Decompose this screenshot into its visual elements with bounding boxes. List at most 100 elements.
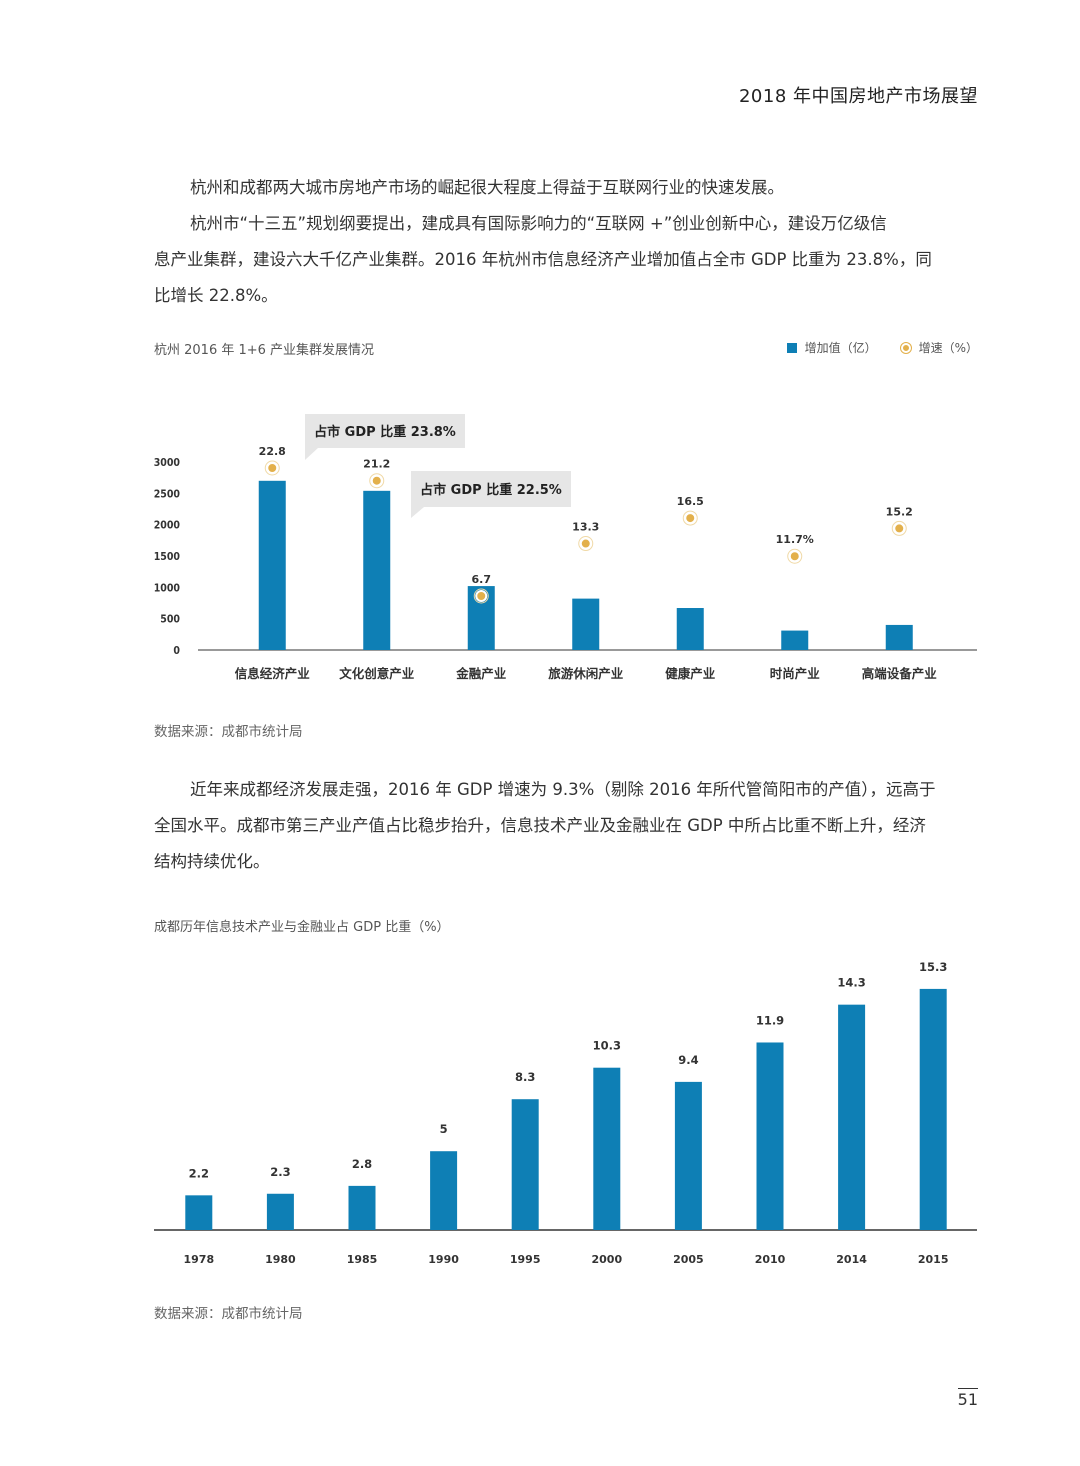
y-tick-label: 500 <box>160 614 180 626</box>
bar <box>511 1099 539 1230</box>
y-tick-label: 1000 <box>154 582 181 594</box>
data-label: 6.7 <box>472 573 492 586</box>
data-label: 2.2 <box>189 1166 209 1180</box>
paragraph-line: 杭州和成都两大城市房地产市场的崛起很大程度上得益于互联网行业的快速发展。 <box>190 178 784 197</box>
paragraph-line: 比增长 22.8%。 <box>154 286 278 305</box>
paragraph-hangzhou: 杭州和成都两大城市房地产市场的崛起很大程度上得益于互联网行业的快速发展。 杭州市… <box>154 170 978 314</box>
bar <box>885 624 913 650</box>
legend-bar-label: 增加值（亿） <box>804 341 877 355</box>
growth-dot-ring <box>787 548 803 564</box>
x-tick-label: 1980 <box>265 1253 296 1266</box>
x-tick-label: 金融产业 <box>455 666 507 681</box>
running-header: 2018 年中国房地产市场展望 <box>738 86 978 107</box>
x-tick-label: 2014 <box>836 1253 867 1266</box>
chart1-source: 数据来源：成都市统计局 <box>154 724 303 740</box>
chart1-svg: 0 500 1000 1500 2000 2500 3000 信息经济产业 22.8 文化创意产业… <box>154 414 977 681</box>
bar <box>258 480 286 650</box>
bar <box>756 1042 784 1230</box>
x-tick-label: 信息经济产业 <box>235 666 311 681</box>
chart2-source: 数据来源：成都市统计局 <box>154 1306 303 1322</box>
paragraph-chengdu: 近年来成都经济发展走强，2016 年 GDP 增速为 9.3%（剔除 2016 … <box>154 772 978 880</box>
page-number: 51 <box>957 1390 978 1409</box>
data-label: 2.8 <box>352 1157 372 1171</box>
x-tick-label: 高端设备产业 <box>862 666 938 681</box>
data-label: 14.3 <box>837 976 865 990</box>
data-label: 11.9 <box>756 1013 784 1027</box>
data-label: 16.5 <box>677 495 704 508</box>
callout-box <box>305 414 465 448</box>
paragraph-line: 息产业集群，建设六大千亿产业集群。2016 年杭州市信息经济产业增加值占全市 G… <box>154 250 932 269</box>
growth-dot-ring <box>891 520 907 536</box>
growth-dot-ring <box>369 473 385 489</box>
callout-tail <box>305 448 318 460</box>
legend-item-dot: 增速（%） <box>900 339 978 356</box>
x-tick-label: 健康产业 <box>665 666 716 681</box>
callout-tail <box>411 507 424 518</box>
bar <box>674 1081 702 1230</box>
x-tick-label: 2010 <box>755 1253 786 1266</box>
growth-dot <box>266 462 279 474</box>
chart1-legend: 增加值（亿） 增速（%） <box>763 339 978 356</box>
y-tick-label: 0 <box>173 645 180 657</box>
x-tick-label: 2005 <box>673 1253 704 1266</box>
x-tick-label: 1990 <box>428 1253 459 1266</box>
x-tick-label: 1995 <box>510 1253 541 1266</box>
data-label: 13.3 <box>572 521 599 534</box>
paragraph-line: 近年来成都经济发展走强，2016 年 GDP 增速为 9.3%（剔除 2016 … <box>190 780 936 799</box>
data-label: 9.4 <box>678 1053 698 1067</box>
data-label: 2.3 <box>270 1165 290 1179</box>
growth-dot <box>370 474 383 487</box>
legend-dot-swatch <box>900 342 911 353</box>
y-tick-label: 1500 <box>154 551 181 563</box>
x-tick-label: 2000 <box>591 1253 622 1266</box>
x-tick-label: 旅游休闲产业 <box>547 666 624 681</box>
data-label: 22.8 <box>259 445 286 458</box>
data-label: 8.3 <box>515 1070 535 1084</box>
paragraph-line: 结构持续优化。 <box>154 852 270 871</box>
legend-dot-label: 增速（%） <box>918 341 978 355</box>
chart1-title: 杭州 2016 年 1+6 产业集群发展情况 <box>154 343 375 358</box>
page-number-rule <box>958 1388 978 1389</box>
chart2-title: 成都历年信息技术产业与金融业占 GDP 比重（%） <box>154 920 450 935</box>
data-label: 10.3 <box>593 1039 621 1053</box>
growth-dot <box>684 512 697 525</box>
data-label: 15.2 <box>886 505 913 518</box>
growth-dot <box>788 550 801 563</box>
x-tick-label: 1985 <box>347 1253 378 1266</box>
y-tick-label: 3000 <box>154 457 181 469</box>
growth-dot-ring <box>682 510 698 526</box>
callout-box <box>411 471 571 507</box>
legend-bar-swatch <box>786 342 797 353</box>
data-label: 21.2 <box>363 458 390 471</box>
bar <box>348 1185 376 1230</box>
x-tick-label: 时尚产业 <box>770 666 821 681</box>
y-tick-label: 2500 <box>154 488 181 500</box>
bar <box>593 1067 621 1230</box>
bar <box>572 598 600 650</box>
growth-dot <box>579 537 592 550</box>
chart2-svg: 2.2 1978 2.3 1980 2.8 1985 5 1990 8.3 1995 10.3 200… <box>154 960 977 1266</box>
growth-dot <box>893 522 906 535</box>
growth-dot-ring <box>578 536 594 552</box>
x-tick-label: 1978 <box>183 1253 214 1266</box>
callout-text: 占市 GDP 比重 23.8% <box>314 424 456 440</box>
data-label: 15.3 <box>919 960 947 974</box>
growth-dot-ring <box>264 460 280 476</box>
x-tick-label: 文化创意产业 <box>339 666 415 681</box>
y-tick-label: 2000 <box>154 520 181 532</box>
callout-text: 占市 GDP 比重 22.5% <box>420 482 562 498</box>
growth-dot <box>475 590 488 602</box>
data-label: 5 <box>440 1122 448 1136</box>
paragraph-line: 杭州市“十三五”规划纲要提出，建成具有国际影响力的“互联网 +”创业创新中心，建… <box>190 214 887 233</box>
paragraph-line: 全国水平。成都市第三产业产值占比稳步抬升，信息技术产业及金融业在 GDP 中所占… <box>154 816 926 835</box>
legend-item-bar: 增加值（亿） <box>786 339 877 356</box>
bar <box>781 630 809 650</box>
bar <box>430 1151 458 1230</box>
bar <box>838 1004 866 1230</box>
bar <box>676 608 704 650</box>
growth-dot-ring <box>473 588 489 604</box>
bar <box>185 1195 213 1230</box>
bar <box>363 490 391 650</box>
bar <box>266 1193 294 1230</box>
x-tick-label: 2015 <box>918 1253 949 1266</box>
